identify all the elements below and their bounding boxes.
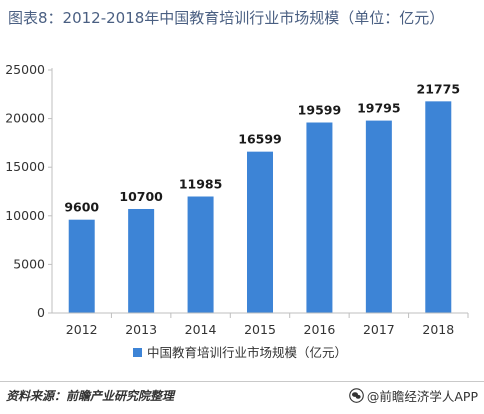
bar-2012 xyxy=(68,219,95,313)
brand-credit: @前瞻经济学人APP xyxy=(349,386,478,405)
y-tick-label: 15000 xyxy=(5,159,45,174)
x-tick-label: 2016 xyxy=(304,322,336,337)
footer-divider xyxy=(0,381,484,382)
bar-2015 xyxy=(247,151,273,313)
data-label: 21775 xyxy=(417,81,461,96)
source-note: 资料来源：前瞻产业研究院整理 xyxy=(6,389,175,403)
bar-chart: 0 5000 10000 15000 20000 25000 9600 10700 11985… xyxy=(5,62,469,360)
y-tick-label: 25000 xyxy=(5,62,45,77)
data-label: 9600 xyxy=(64,200,99,215)
bar-2013 xyxy=(128,208,155,313)
legend-label: 中国教育培训行业市场规模（亿元） xyxy=(147,345,347,360)
y-axis: 0 5000 10000 15000 20000 25000 xyxy=(5,62,53,320)
x-tick-label: 2014 xyxy=(185,322,217,337)
bar-2018 xyxy=(425,101,452,313)
data-label: 19599 xyxy=(298,102,342,117)
x-tick-label: 2018 xyxy=(422,322,454,337)
data-label: 19795 xyxy=(357,101,401,116)
y-tick-label: 0 xyxy=(37,305,45,320)
data-label: 10700 xyxy=(119,189,163,204)
legend-swatch xyxy=(133,348,142,357)
bar-2017 xyxy=(365,120,392,314)
data-label: 11985 xyxy=(179,177,223,192)
x-tick-label: 2012 xyxy=(66,322,98,337)
data-labels: 9600 10700 11985 16599 19599 19795 21775 xyxy=(64,81,460,214)
x-tick-label: 2015 xyxy=(244,322,276,337)
wechat-bubble-icon xyxy=(349,388,364,403)
y-tick-label: 10000 xyxy=(5,208,45,223)
y-tick-label: 5000 xyxy=(13,256,45,271)
bar-2014 xyxy=(187,196,214,313)
x-axis: 2012 2013 2014 2015 2016 2017 2018 xyxy=(52,312,469,337)
legend: 中国教育培训行业市场规模（亿元） xyxy=(133,345,347,360)
bar-2016 xyxy=(306,122,333,314)
x-tick-label: 2013 xyxy=(125,322,157,337)
brand-label: @前瞻经济学人APP xyxy=(366,389,478,404)
chart-title: 图表8：2012-2018年中国教育培训行业市场规模（单位：亿元） xyxy=(8,9,445,27)
y-tick-label: 20000 xyxy=(5,111,45,126)
bar-series xyxy=(68,101,452,314)
x-tick-label: 2017 xyxy=(363,322,395,337)
data-label: 16599 xyxy=(238,132,282,147)
